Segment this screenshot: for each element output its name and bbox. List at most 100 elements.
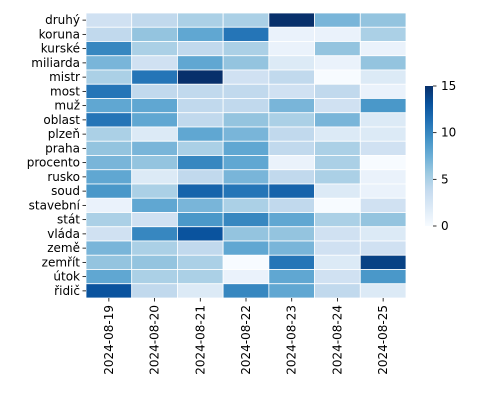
heatmap-cell (85, 240, 133, 256)
heatmap-cell (222, 169, 270, 185)
heatmap-cell (268, 55, 315, 71)
row-label: mistr (49, 70, 80, 84)
row-label: soud (51, 184, 80, 198)
heatmap-cell (268, 269, 315, 285)
heatmap-cell (359, 69, 407, 85)
colorbar: 0 5 10 15 (425, 79, 456, 233)
heatmap-cell (222, 98, 270, 114)
heatmap-cell (222, 12, 270, 28)
column-label: 2024-08-25 (376, 305, 390, 375)
column-label: 2024-08-20 (148, 305, 162, 375)
heatmap-cell (314, 283, 361, 299)
heatmap-cell (177, 169, 224, 185)
heatmap-cell (222, 254, 270, 270)
heatmap-cell (359, 183, 407, 199)
heatmap-cell (314, 69, 361, 85)
heatmap-cell (177, 26, 224, 42)
colorbar-ticks: 0 5 10 15 (433, 79, 456, 233)
heatmap-cell (359, 197, 407, 213)
heatmap-cell (222, 240, 270, 256)
heatmap-cell (131, 112, 178, 128)
heatmap-cell (85, 269, 133, 285)
heatmap-cell (85, 197, 133, 213)
heatmap-cell (268, 112, 315, 128)
column-label: 2024-08-22 (239, 305, 253, 375)
heatmap-cell (314, 140, 361, 156)
row-label: útok (53, 270, 80, 284)
heatmap-cell (314, 98, 361, 114)
heatmap-cell (85, 226, 133, 242)
row-label: stavební (29, 198, 81, 212)
heatmap-cell (222, 197, 270, 213)
row-label: plzeň (48, 127, 80, 141)
heatmap-cell (268, 155, 315, 171)
colorbar-tick-label: 0 (441, 219, 449, 233)
heatmap-cell (131, 69, 178, 85)
row-label: vláda (47, 227, 80, 241)
heatmap-cell (85, 112, 133, 128)
heatmap-cell (359, 55, 407, 71)
row-label: miliarda (31, 56, 80, 70)
heatmap-cell (85, 283, 133, 299)
heatmap-cell (131, 212, 178, 228)
heatmap-cell (177, 226, 224, 242)
heatmap-cell (222, 140, 270, 156)
heatmap-cell (177, 41, 224, 57)
heatmap-cell (359, 254, 407, 270)
heatmap-cell (314, 226, 361, 242)
heatmap-cell (268, 240, 315, 256)
heatmap-cell (268, 254, 315, 270)
heatmap-cell (131, 12, 178, 28)
heatmap-cell (131, 140, 178, 156)
heatmap-cell (222, 112, 270, 128)
row-label: koruna (39, 27, 80, 41)
heatmap-cell (359, 226, 407, 242)
heatmap-cell (222, 212, 270, 228)
heatmap-cell (177, 283, 224, 299)
heatmap-cell (268, 197, 315, 213)
heatmap-cell (131, 155, 178, 171)
heatmap-cell (177, 12, 224, 28)
heatmap-cell (177, 197, 224, 213)
heatmap-cell (177, 126, 224, 142)
heatmap-cell (359, 26, 407, 42)
heatmap-cell (131, 169, 178, 185)
heatmap-cell (359, 140, 407, 156)
heatmap-cell (314, 155, 361, 171)
heatmap-cell (359, 155, 407, 171)
row-label: druhý (45, 13, 80, 27)
heatmap-cell (85, 254, 133, 270)
row-label: oblast (43, 113, 80, 127)
heatmap-cell (177, 140, 224, 156)
heatmap-cell (177, 112, 224, 128)
heatmap-cell (314, 212, 361, 228)
heatmap-cell (85, 140, 133, 156)
column-label: 2024-08-19 (102, 305, 116, 375)
heatmap-cell (131, 83, 178, 99)
heatmap-cell (268, 140, 315, 156)
heatmap-cell (85, 126, 133, 142)
heatmap-cell (85, 169, 133, 185)
heatmap-cell (131, 269, 178, 285)
heatmap-cell (177, 269, 224, 285)
heatmap-cell (314, 26, 361, 42)
heatmap-cell (222, 155, 270, 171)
heatmap-cell (222, 26, 270, 42)
heatmap-cell (177, 254, 224, 270)
heatmap-cell (131, 41, 178, 57)
heatmap-cell (131, 183, 178, 199)
heatmap-cell (131, 126, 178, 142)
heatmap-cell (222, 183, 270, 199)
heatmap-cell (177, 240, 224, 256)
heatmap-cell (85, 83, 133, 99)
heatmap-cell (314, 126, 361, 142)
row-label: země (47, 241, 80, 255)
row-label: muž (54, 99, 80, 113)
heatmap-cell (268, 41, 315, 57)
heatmap-cell (268, 12, 315, 28)
heatmap-cell (359, 41, 407, 57)
heatmap-cell (314, 197, 361, 213)
heatmap-cell (359, 126, 407, 142)
heatmap-cell (314, 269, 361, 285)
heatmap-cell (131, 55, 178, 71)
